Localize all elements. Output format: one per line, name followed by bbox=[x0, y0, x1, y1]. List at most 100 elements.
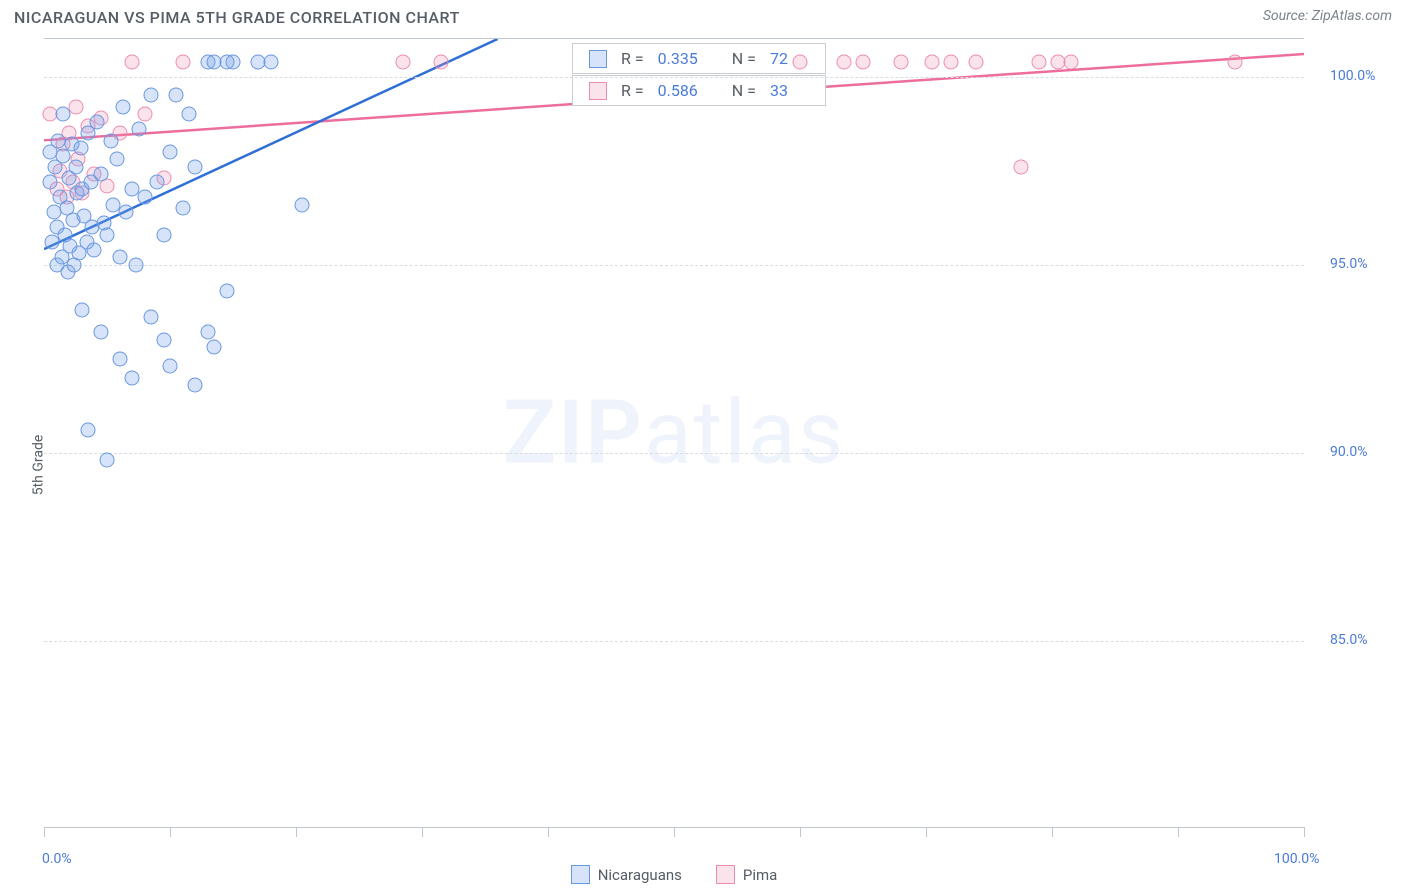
data-point bbox=[893, 54, 908, 69]
data-point bbox=[156, 227, 171, 242]
r-label: R = bbox=[621, 49, 644, 68]
data-point bbox=[925, 54, 940, 69]
x-tick bbox=[422, 827, 423, 837]
data-point bbox=[793, 54, 808, 69]
chart-title: NICARAGUAN VS PIMA 5TH GRADE CORRELATION… bbox=[14, 8, 460, 27]
data-point bbox=[73, 141, 88, 156]
data-point bbox=[93, 325, 108, 340]
watermark-zip: ZIP bbox=[503, 382, 644, 485]
data-point bbox=[163, 359, 178, 374]
data-point bbox=[137, 190, 152, 205]
source-citation: Source: ZipAtlas.com bbox=[1263, 8, 1392, 24]
data-point bbox=[125, 370, 140, 385]
data-point bbox=[163, 144, 178, 159]
series-legend: Nicaraguans Pima bbox=[44, 865, 1304, 884]
legend-label: Nicaraguans bbox=[598, 866, 682, 884]
data-point bbox=[112, 351, 127, 366]
data-point bbox=[175, 54, 190, 69]
legend-swatch-pink-icon bbox=[716, 865, 735, 884]
data-point bbox=[944, 54, 959, 69]
x-tick bbox=[674, 827, 675, 837]
data-point bbox=[137, 107, 152, 122]
data-point bbox=[969, 54, 984, 69]
data-point bbox=[1013, 159, 1028, 174]
x-tick bbox=[296, 827, 297, 837]
legend-swatch-blue-icon bbox=[589, 50, 607, 68]
data-point bbox=[81, 423, 96, 438]
gridline bbox=[44, 265, 1304, 266]
data-point bbox=[74, 302, 89, 317]
y-tick-label: 100.0% bbox=[1330, 68, 1375, 84]
legend-label: Pima bbox=[743, 866, 777, 884]
data-point bbox=[207, 340, 222, 355]
x-tick bbox=[926, 827, 927, 837]
data-point bbox=[50, 133, 65, 148]
data-point bbox=[1032, 54, 1047, 69]
x-tick bbox=[1052, 827, 1053, 837]
stat-legend-pima: R = 0.586 N = 33 bbox=[572, 75, 826, 106]
data-point bbox=[1227, 54, 1242, 69]
data-point bbox=[144, 88, 159, 103]
scatter-chart: ZIPatlas R = 0.335 N = 72 R = 0.586 N = … bbox=[44, 38, 1304, 828]
chart-header: NICARAGUAN VS PIMA 5TH GRADE CORRELATION… bbox=[0, 0, 1406, 40]
data-point bbox=[116, 99, 131, 114]
data-point bbox=[181, 107, 196, 122]
data-point bbox=[1063, 54, 1078, 69]
x-tick bbox=[44, 827, 45, 837]
plot-area: 5th Grade ZIPatlas R = 0.335 N = 72 R = … bbox=[0, 38, 1406, 892]
data-point bbox=[100, 227, 115, 242]
y-tick-label: 85.0% bbox=[1330, 632, 1368, 648]
data-point bbox=[44, 235, 59, 250]
data-point bbox=[433, 54, 448, 69]
n-value: 72 bbox=[770, 49, 788, 68]
y-tick-label: 95.0% bbox=[1330, 256, 1368, 272]
x-tick bbox=[1304, 827, 1305, 837]
data-point bbox=[128, 257, 143, 272]
watermark-atlas: atlas bbox=[644, 382, 845, 485]
data-point bbox=[68, 159, 83, 174]
gridline bbox=[44, 77, 1304, 78]
gridline bbox=[44, 641, 1304, 642]
x-tick bbox=[548, 827, 549, 837]
data-point bbox=[837, 54, 852, 69]
r-label: R = bbox=[621, 81, 644, 100]
legend-swatch-blue-icon bbox=[571, 865, 590, 884]
data-point bbox=[150, 174, 165, 189]
data-point bbox=[110, 152, 125, 167]
n-label: N = bbox=[732, 49, 756, 68]
data-point bbox=[112, 250, 127, 265]
data-point bbox=[125, 54, 140, 69]
gridline bbox=[44, 453, 1304, 454]
data-point bbox=[295, 197, 310, 212]
data-point bbox=[175, 201, 190, 216]
x-tick bbox=[800, 827, 801, 837]
data-point bbox=[219, 284, 234, 299]
data-point bbox=[144, 310, 159, 325]
data-point bbox=[263, 54, 278, 69]
data-point bbox=[396, 54, 411, 69]
data-point bbox=[103, 133, 118, 148]
trend-lines bbox=[44, 39, 1304, 827]
data-point bbox=[100, 453, 115, 468]
data-point bbox=[118, 205, 133, 220]
data-point bbox=[87, 242, 102, 257]
data-point bbox=[131, 122, 146, 137]
data-point bbox=[226, 54, 241, 69]
data-point bbox=[93, 167, 108, 182]
legend-item-pima: Pima bbox=[716, 865, 777, 884]
stat-legend-nicaraguans: R = 0.335 N = 72 bbox=[572, 43, 826, 74]
r-value: 0.586 bbox=[658, 81, 698, 100]
n-label: N = bbox=[732, 81, 756, 100]
data-point bbox=[55, 107, 70, 122]
legend-swatch-pink-icon bbox=[589, 82, 607, 100]
n-value: 33 bbox=[770, 81, 788, 100]
data-point bbox=[188, 159, 203, 174]
data-point bbox=[188, 378, 203, 393]
data-point bbox=[169, 88, 184, 103]
y-tick-label: 90.0% bbox=[1330, 444, 1368, 460]
r-value: 0.335 bbox=[658, 49, 698, 68]
data-point bbox=[200, 325, 215, 340]
data-point bbox=[156, 332, 171, 347]
watermark: ZIPatlas bbox=[503, 382, 845, 485]
x-tick bbox=[1178, 827, 1179, 837]
